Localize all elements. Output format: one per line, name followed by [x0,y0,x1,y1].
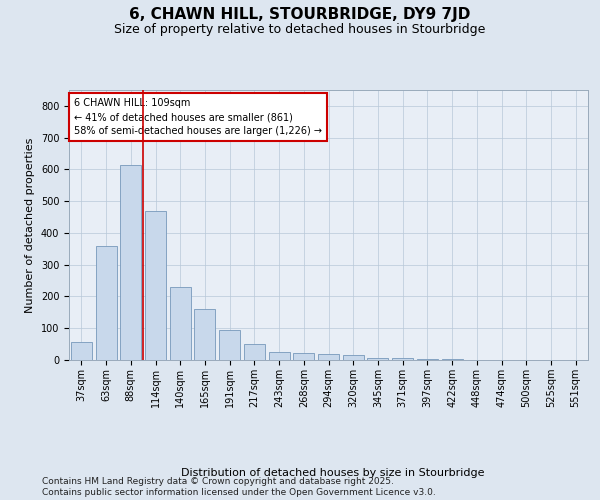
Bar [343,355,364,360]
Text: Distribution of detached houses by size in Stourbridge: Distribution of detached houses by size … [181,468,485,477]
Bar [170,287,191,360]
Bar [194,309,215,360]
Bar [417,359,438,360]
Text: 6, CHAWN HILL, STOURBRIDGE, DY9 7JD: 6, CHAWN HILL, STOURBRIDGE, DY9 7JD [130,8,470,22]
Text: Contains HM Land Registry data © Crown copyright and database right 2025.
Contai: Contains HM Land Registry data © Crown c… [42,478,436,497]
Bar [269,352,290,360]
Bar [145,210,166,360]
Bar [293,353,314,360]
Bar [219,330,240,360]
Bar [120,164,141,360]
Bar [392,358,413,360]
Bar [244,344,265,360]
Bar [367,358,388,360]
Bar [95,246,116,360]
Bar [71,342,92,360]
Y-axis label: Number of detached properties: Number of detached properties [25,138,35,312]
Bar [318,354,339,360]
Text: 6 CHAWN HILL: 109sqm
← 41% of detached houses are smaller (861)
58% of semi-deta: 6 CHAWN HILL: 109sqm ← 41% of detached h… [74,98,322,136]
Text: Size of property relative to detached houses in Stourbridge: Size of property relative to detached ho… [115,22,485,36]
